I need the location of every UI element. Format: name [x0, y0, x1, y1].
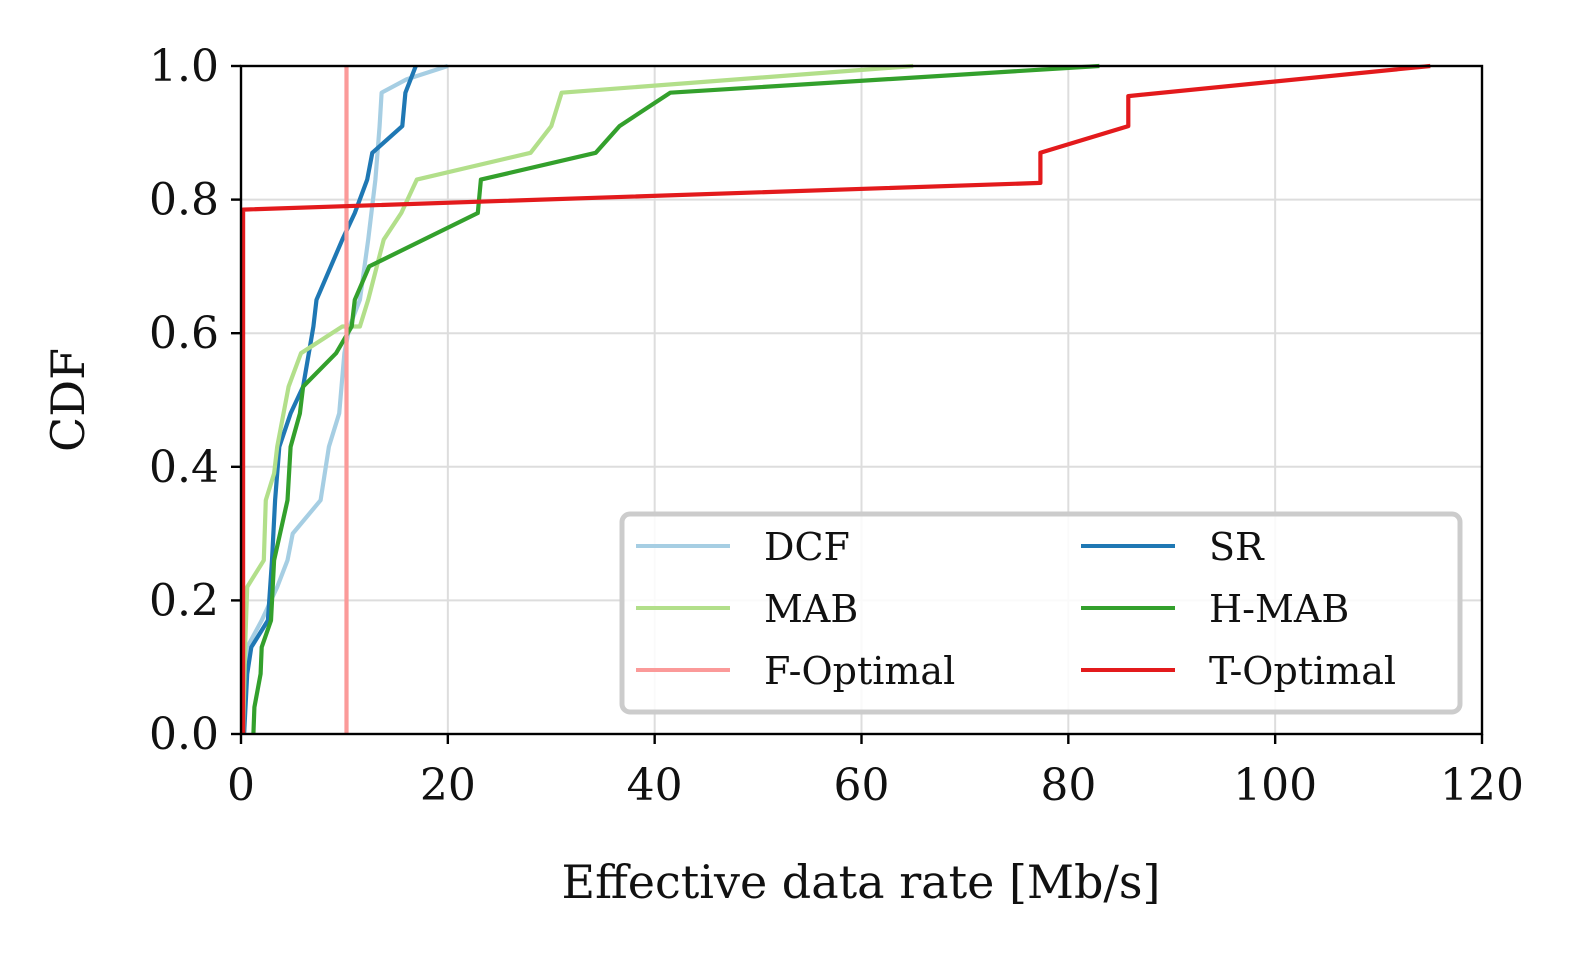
x-tick-label: 0: [227, 760, 255, 811]
series-line-sr: [242, 65, 418, 735]
y-tick-label: 0.4: [149, 442, 219, 493]
x-tick-label: 80: [1040, 760, 1096, 811]
y-axis-label: CDF: [41, 348, 95, 452]
series-line-h-mab: [251, 63, 1100, 735]
series-line-dcf: [241, 64, 449, 735]
y-tick-label: 0.8: [149, 175, 219, 226]
y-tick-label: 0.0: [149, 709, 219, 760]
legend: DCF SR MAB H-MAB F-Optimal T-Optimal: [619, 511, 1463, 715]
series-line-mab: [241, 63, 914, 735]
series-line-t-optimal: [241, 63, 1431, 734]
x-tick-label: 60: [834, 760, 890, 811]
y-tick-label: 1.0: [149, 41, 219, 92]
legend-label-h-mab: H-MAB: [1209, 587, 1349, 631]
axis-ticks: 0 20 40 60 80 100 120 0.0 0.2 0.4 0.6 0.8 1.0: [149, 41, 1524, 811]
legend-frame: [619, 511, 1463, 715]
x-tick-label: 100: [1233, 760, 1317, 811]
series-lines: [241, 63, 1431, 735]
x-axis-label: Effective data rate [Mb/s]: [562, 855, 1161, 909]
legend-label-f-optimal: F-Optimal: [764, 649, 955, 693]
legend-label-t-optimal: T-Optimal: [1209, 649, 1396, 693]
legend-label-sr: SR: [1209, 525, 1265, 569]
legend-label-dcf: DCF: [764, 525, 850, 569]
y-tick-label: 0.6: [149, 308, 219, 359]
x-tick-label: 20: [420, 760, 476, 811]
legend-label-mab: MAB: [764, 587, 858, 631]
x-tick-label: 40: [627, 760, 683, 811]
y-tick-label: 0.2: [149, 575, 219, 626]
x-tick-label: 120: [1440, 760, 1524, 811]
